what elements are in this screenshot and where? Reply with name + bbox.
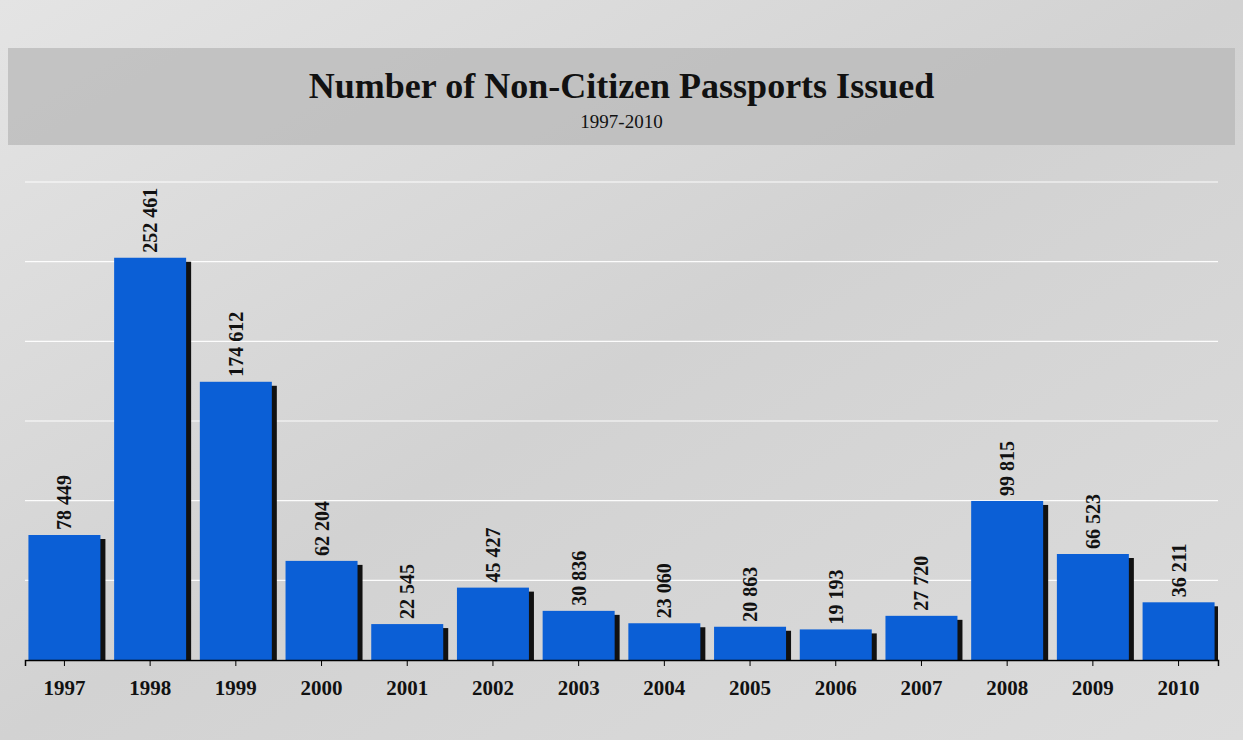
x-tick-label: 1999	[215, 676, 257, 700]
x-tick-label: 2003	[558, 676, 600, 700]
data-label: 36 211	[1168, 543, 1190, 597]
x-tick-label: 2008	[986, 676, 1028, 700]
x-tick-mark	[835, 660, 836, 666]
x-tick: 2005	[729, 660, 771, 700]
x-tick-label: 2010	[1158, 676, 1200, 700]
bars	[28, 258, 1218, 660]
bar	[885, 616, 957, 660]
x-tick-mark	[578, 660, 579, 666]
x-tick-label: 2006	[815, 676, 857, 700]
x-tick-mark	[64, 660, 65, 666]
x-tick: 1997	[43, 660, 85, 700]
x-tick-label: 2007	[900, 676, 942, 700]
bar	[800, 629, 872, 660]
chart: 1997 1998 1999 2000 2001 2002 2003 2004 2005 2006…	[0, 0, 1243, 740]
data-label: 19 193	[825, 569, 847, 624]
x-tick-mark	[321, 660, 322, 666]
grid-line	[25, 341, 1218, 342]
plot: 1997 1998 1999 2000 2001 2002 2003 2004 2005 2006…	[25, 182, 1220, 700]
bar	[28, 535, 100, 660]
x-tick: 2001	[386, 660, 428, 700]
data-labels: 78 449 252 461 174 612 62 204 22 545 45 427 30…	[53, 188, 1189, 625]
x-tick-mark	[150, 660, 151, 666]
x-tick-mark	[750, 660, 751, 666]
x-tick: 2010	[1158, 660, 1200, 700]
bar	[286, 561, 358, 660]
x-tick-mark	[664, 660, 665, 666]
x-tick: 2006	[815, 660, 857, 700]
x-tick-label: 2004	[643, 676, 686, 700]
data-label: 62 204	[311, 501, 333, 556]
x-tick-label: 2002	[472, 676, 514, 700]
bar	[371, 624, 443, 660]
x-tick: 2004	[643, 660, 686, 700]
x-tick: 2002	[472, 660, 514, 700]
data-label: 78 449	[53, 475, 75, 530]
data-label: 27 720	[910, 556, 932, 611]
x-tick: 2003	[558, 660, 600, 700]
data-label: 45 427	[482, 528, 504, 583]
x-tick: 1999	[215, 660, 257, 700]
x-tick-label: 2009	[1072, 676, 1114, 700]
bar	[457, 588, 529, 660]
bar	[114, 258, 186, 660]
data-label: 99 815	[996, 441, 1018, 496]
x-axis-line	[26, 661, 1219, 667]
x-axis: 1997 1998 1999 2000 2001 2002 2003 2004 2005 2006…	[26, 660, 1219, 700]
data-label: 20 863	[739, 567, 761, 622]
x-tick-mark	[492, 660, 493, 666]
background	[0, 0, 1243, 740]
x-tick-label: 1998	[129, 676, 171, 700]
x-tick: 2008	[986, 660, 1028, 700]
x-tick-label: 2000	[301, 676, 343, 700]
bar	[714, 627, 786, 660]
bar	[628, 623, 700, 660]
grid-line	[25, 181, 1218, 182]
x-tick-mark	[407, 660, 408, 666]
x-tick-mark	[235, 660, 236, 666]
x-tick: 2007	[900, 660, 942, 700]
x-tick: 1998	[129, 660, 171, 700]
x-tick-mark	[1178, 660, 1179, 666]
x-tick: 2009	[1072, 660, 1114, 700]
grid	[25, 182, 1218, 660]
bar	[200, 382, 272, 660]
x-tick: 2000	[301, 660, 343, 700]
bar	[1143, 602, 1215, 660]
data-label: 22 545	[396, 564, 418, 619]
bar	[971, 501, 1043, 660]
bar	[1057, 554, 1129, 660]
x-tick-label: 2001	[386, 676, 428, 700]
data-label: 174 612	[225, 312, 247, 377]
x-tick-mark	[1007, 660, 1008, 666]
bar	[543, 611, 615, 660]
x-tick-mark	[1092, 660, 1093, 666]
data-label: 252 461	[139, 188, 161, 253]
title-band	[8, 48, 1235, 145]
data-label: 66 523	[1082, 494, 1104, 549]
x-tick-mark	[921, 660, 922, 666]
data-label: 23 060	[653, 563, 675, 618]
data-label: 30 836	[568, 551, 590, 606]
x-tick-label: 2005	[729, 676, 771, 700]
x-tick-label: 1997	[43, 676, 85, 700]
grid-line	[25, 261, 1218, 262]
subtitle: 1997-2010	[580, 111, 662, 132]
title: Number of Non-Citizen Passports Issued	[309, 66, 934, 106]
